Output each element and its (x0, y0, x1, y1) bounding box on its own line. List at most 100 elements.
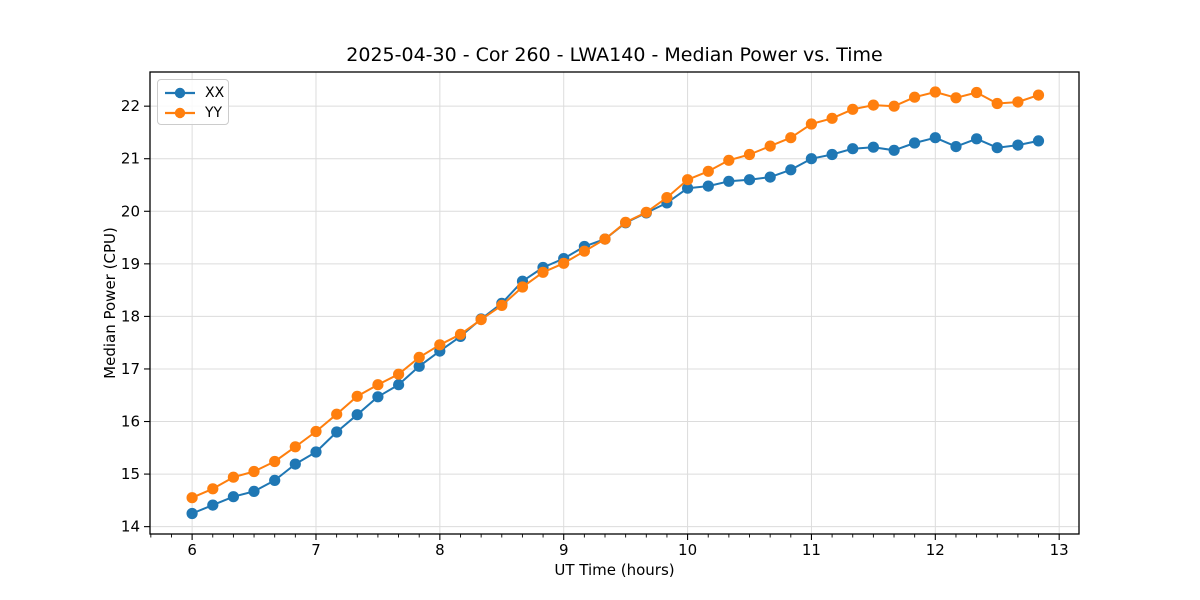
data-point-xx (847, 143, 859, 155)
data-point-xx (867, 141, 880, 153)
y-tick-label: 20 (121, 202, 140, 220)
data-point-yy (207, 483, 219, 495)
x-tick-label: 6 (187, 541, 197, 559)
y-tick-label: 19 (121, 255, 140, 273)
data-point-yy (805, 118, 818, 130)
data-point-yy (888, 100, 900, 112)
data-point-yy (186, 492, 198, 504)
data-point-xx (413, 360, 425, 372)
y-tick-label: 17 (121, 360, 140, 378)
data-point-xx (723, 175, 735, 187)
data-point-xx (805, 153, 818, 165)
data-point-xx (248, 485, 260, 497)
data-point-xx (331, 426, 343, 438)
data-point-xx (269, 474, 281, 486)
axes-spines (149, 71, 1080, 535)
data-point-yy (599, 233, 611, 245)
data-point-xx (682, 182, 694, 194)
y-tick-label: 18 (121, 307, 140, 325)
data-point-xx (785, 164, 797, 176)
data-point-yy (227, 471, 239, 483)
data-point-yy (516, 281, 529, 293)
data-point-yy (909, 91, 921, 103)
series-line-yy (191, 91, 1039, 499)
data-point-xx (971, 133, 983, 145)
data-point-yy (743, 148, 756, 161)
data-point-xx (227, 491, 239, 503)
data-point-yy (269, 455, 281, 468)
data-point-yy (847, 103, 859, 115)
x-tick-label: 11 (802, 541, 821, 559)
data-point-yy (640, 206, 652, 218)
data-point-yy (413, 351, 425, 363)
data-point-xx (929, 132, 941, 144)
data-point-xx (289, 458, 301, 470)
x-tick-label: 10 (678, 541, 697, 559)
data-point-xx (351, 409, 363, 421)
data-point-yy (1012, 96, 1024, 108)
data-point-yy (393, 368, 405, 380)
legend-entry-xx: XX (163, 83, 228, 103)
data-point-yy (434, 339, 446, 351)
data-point-xx (888, 144, 900, 156)
data-point-yy (971, 86, 983, 99)
data-point-yy (537, 266, 549, 278)
x-tick-label: 12 (926, 541, 945, 559)
data-point-yy (826, 112, 838, 124)
data-point-xx (1032, 135, 1045, 147)
data-point-yy (702, 165, 714, 177)
data-point-yy (929, 86, 941, 98)
y-tick-label: 15 (121, 465, 140, 483)
legend-label: XX (205, 85, 225, 101)
data-point-yy (661, 192, 673, 204)
y-tick-label: 14 (121, 518, 140, 536)
data-point-xx (1012, 139, 1024, 151)
y-tick-label: 22 (121, 97, 140, 115)
data-point-yy (785, 132, 797, 144)
data-point-yy (331, 408, 343, 420)
data-point-yy (578, 245, 591, 257)
legend-label: YY (205, 105, 223, 121)
data-point-xx (702, 180, 714, 192)
y-tick-label: 16 (121, 413, 140, 431)
data-point-xx (393, 379, 405, 391)
data-point-xx (207, 499, 219, 511)
data-point-xx (372, 391, 384, 403)
x-tick-label: 9 (559, 541, 569, 559)
x-axis-label: UT Time (hours) (554, 561, 675, 579)
legend-line-sample (165, 107, 195, 119)
legend-entry-yy: YY (163, 103, 228, 123)
data-point-yy (475, 314, 487, 326)
data-point-yy (248, 465, 260, 478)
data-point-xx (310, 446, 322, 458)
y-tick-label: 21 (121, 150, 140, 168)
data-point-yy (558, 257, 570, 269)
data-point-yy (310, 425, 322, 438)
data-point-xx (764, 171, 776, 183)
data-point-yy (372, 379, 384, 391)
data-point-yy (764, 140, 776, 152)
x-tick-label: 8 (435, 541, 445, 559)
data-point-xx (826, 148, 838, 161)
x-tick-label: 7 (311, 541, 321, 559)
legend: XX YY (157, 79, 229, 125)
x-tick-label: 13 (1050, 541, 1069, 559)
data-point-yy (723, 154, 735, 166)
y-axis-label: Median Power (CPU) (101, 227, 119, 379)
data-point-yy (950, 92, 962, 104)
data-point-yy (867, 99, 880, 111)
data-point-xx (743, 174, 756, 186)
data-point-yy (351, 390, 363, 402)
data-point-xx (909, 137, 921, 149)
data-point-xx (991, 142, 1003, 154)
series-line-xx (191, 136, 1039, 515)
data-point-yy (289, 441, 301, 453)
data-point-yy (496, 299, 508, 311)
chart-title: 2025-04-30 - Cor 260 - LWA140 - Median P… (346, 44, 883, 66)
data-point-yy (620, 216, 632, 228)
data-point-yy (454, 328, 467, 340)
data-point-xx (186, 507, 198, 520)
data-point-yy (1032, 89, 1045, 101)
